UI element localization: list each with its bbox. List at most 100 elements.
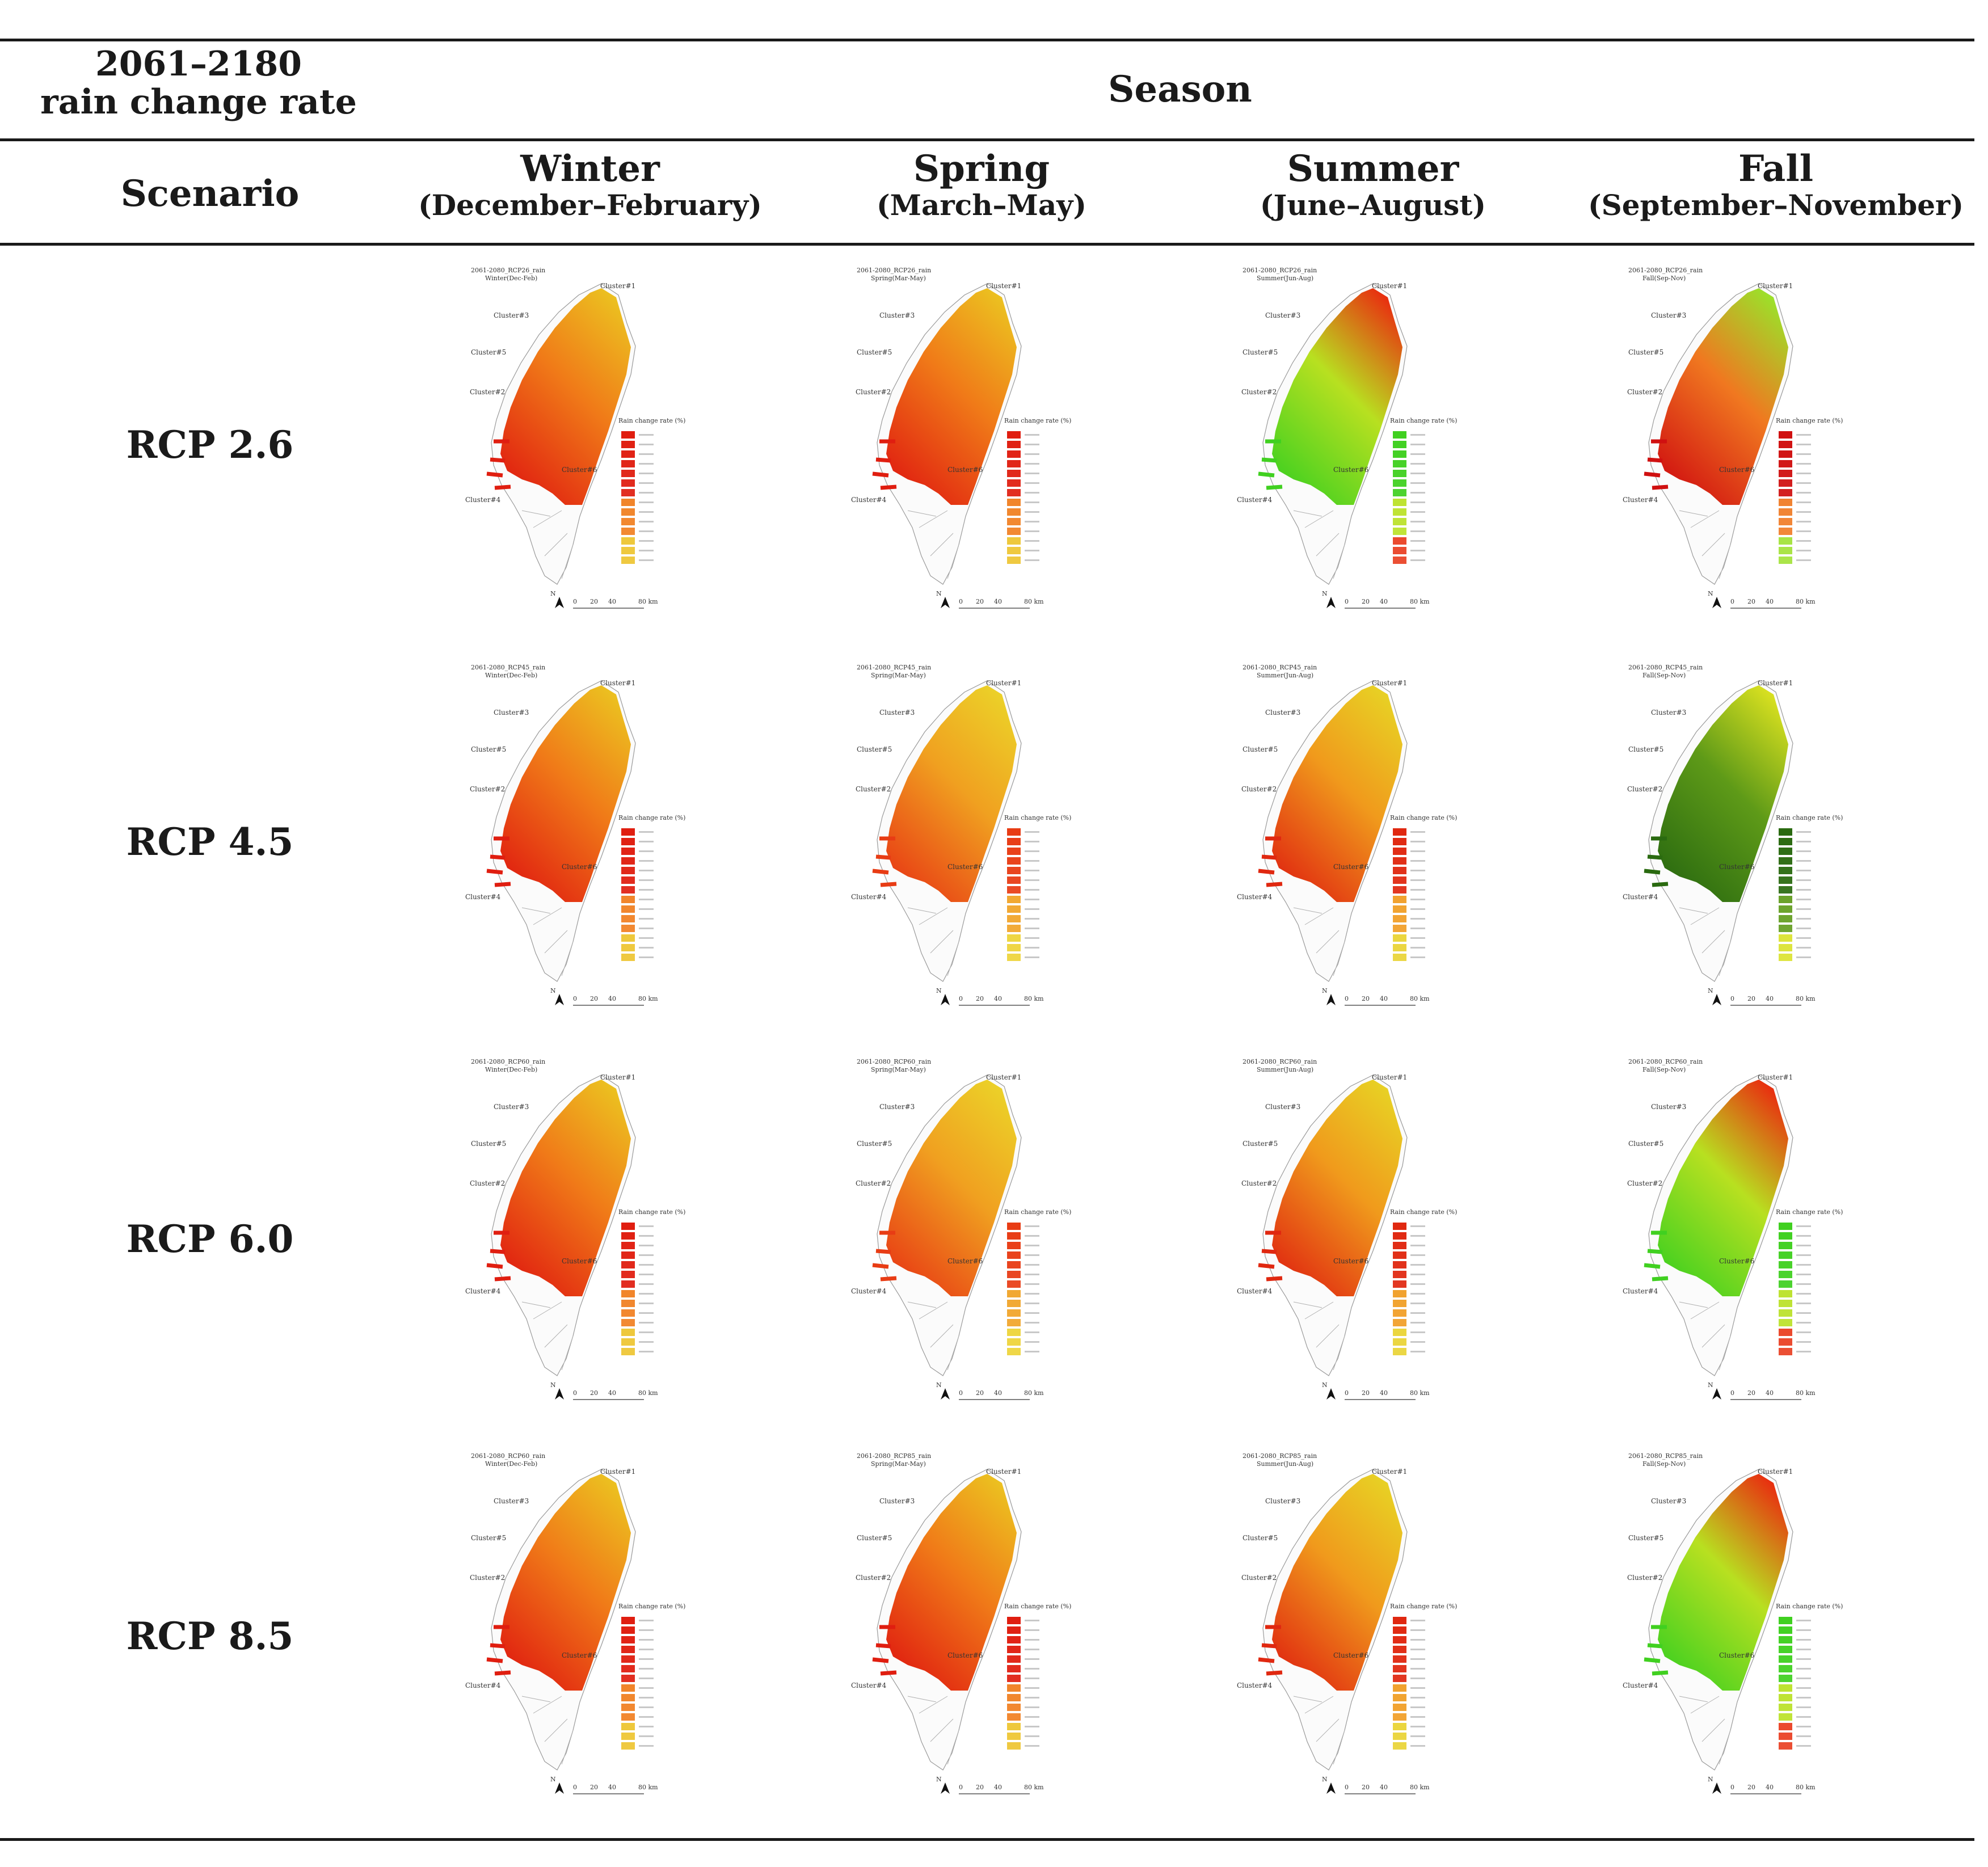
legend-range-text	[1025, 559, 1039, 561]
map-cell: 2061-2080_RCP45_rain Winter(Dec-Feb) Clust…	[431, 658, 749, 1010]
legend-swatch	[1393, 1665, 1406, 1672]
legend-range-text	[639, 850, 654, 852]
legend-range-text	[1025, 482, 1039, 484]
legend-swatch	[621, 1684, 635, 1692]
legend-swatch	[1779, 1665, 1792, 1672]
legend-range-text	[1410, 1629, 1425, 1631]
legend-swatch	[1779, 450, 1792, 458]
map-cell: 2061-2080_RCP45_rain Summer(Jun-Aug) Clust…	[1203, 658, 1521, 1010]
legend-swatch	[1779, 1646, 1792, 1653]
legend-swatch	[621, 905, 635, 913]
legend-swatch	[621, 431, 635, 439]
map-cell: 2061-2080_RCP85_rain Summer(Jun-Aug) Clust…	[1203, 1447, 1521, 1798]
legend-range-text	[1025, 1303, 1039, 1304]
county-boundaries	[1293, 907, 1345, 976]
scale-tick: 0	[1345, 598, 1349, 605]
legend-swatch	[621, 1251, 635, 1259]
legend-swatch	[1393, 1271, 1406, 1278]
legend-range-text	[639, 1351, 654, 1352]
legend-swatch	[1007, 460, 1021, 467]
map-subtitle: Summer(Jun-Aug)	[1257, 275, 1313, 282]
cluster-label: Cluster#6	[947, 1651, 983, 1659]
map-subtitle: Spring(Mar-May)	[871, 275, 926, 282]
legend-swatch	[621, 1223, 635, 1230]
scale-tick: 20	[976, 995, 984, 1002]
north-arrow-icon	[941, 994, 950, 1005]
legend-range-text	[1796, 1254, 1811, 1256]
legend-swatch	[1393, 1636, 1406, 1643]
legend-range-text	[1796, 482, 1811, 484]
map-subtitle: Winter(Dec-Feb)	[485, 275, 537, 282]
legend-range-text	[639, 1225, 654, 1227]
legend-range-text	[1025, 1245, 1039, 1246]
legend-swatch	[621, 470, 635, 477]
legend-swatch	[1393, 1223, 1406, 1230]
legend-range-text	[639, 453, 654, 455]
legend-swatch	[1779, 1223, 1792, 1230]
north-label: N	[1708, 1776, 1713, 1783]
cluster-label: Cluster#2	[1627, 1574, 1662, 1582]
cluster-label: Cluster#3	[1651, 1103, 1686, 1111]
legend-range-text	[1410, 1697, 1425, 1699]
legend-range-text	[639, 879, 654, 881]
legend-swatch	[1393, 848, 1406, 855]
legend-range-text	[1025, 1735, 1039, 1737]
legend-swatch	[1779, 1704, 1792, 1711]
scale-tick: 0	[1730, 1389, 1734, 1397]
legend-range-text	[1410, 501, 1425, 503]
cluster-label: Cluster#1	[986, 1073, 1021, 1081]
scale-tick: 40	[1766, 995, 1774, 1002]
legend-range-text	[1025, 1331, 1039, 1333]
legend-swatch	[1779, 489, 1792, 496]
coastal-strips	[872, 439, 897, 490]
legend-swatch	[1779, 1261, 1792, 1268]
cluster-label: Cluster#5	[1242, 348, 1278, 356]
legend-swatch	[1007, 479, 1021, 487]
scenario-rcp60: RCP 6.0	[126, 1217, 294, 1261]
legend-swatch	[621, 1646, 635, 1653]
rain-change-region	[886, 685, 1017, 902]
legend-range-text	[1410, 831, 1425, 833]
legend-range-text	[1796, 1341, 1811, 1343]
north-label: N	[1322, 1776, 1328, 1783]
coastal-strips	[486, 439, 511, 490]
map-title: 2061-2080_RCP26_rain	[471, 267, 545, 274]
legend-range-text	[639, 463, 654, 465]
legend-swatch	[1007, 925, 1021, 932]
legend-swatch	[1393, 470, 1406, 477]
scale-tick: 80 km	[1796, 1784, 1816, 1791]
legend-range-text	[1410, 870, 1425, 871]
legend-range-text	[1410, 1726, 1425, 1727]
cluster-label: Cluster#5	[471, 745, 506, 753]
legend-range-text	[639, 559, 654, 561]
coastal-strips	[872, 836, 897, 887]
legend-range-text	[1796, 521, 1811, 522]
legend-swatch	[1393, 1694, 1406, 1701]
rain-change-region	[886, 1474, 1017, 1691]
legend-range-text	[1796, 1629, 1811, 1631]
legend-swatch	[1779, 479, 1792, 487]
scale-tick: 20	[1747, 598, 1755, 605]
legend-swatch	[1779, 1636, 1792, 1643]
legend-swatch	[1007, 876, 1021, 884]
coastal-strips	[872, 1625, 897, 1676]
legend-swatch	[1393, 537, 1406, 545]
legend-swatch	[1007, 1655, 1021, 1663]
legend-swatch	[1779, 1626, 1792, 1634]
legend-range-text	[1410, 860, 1425, 862]
map-subtitle: Winter(Dec-Feb)	[485, 672, 537, 679]
county-boundaries	[907, 907, 959, 976]
legend-range-text	[1796, 1726, 1811, 1727]
cluster-label: Cluster#1	[600, 679, 635, 687]
cluster-label: Cluster#5	[1628, 1534, 1663, 1542]
legend-range-text	[1796, 947, 1811, 949]
county-boundaries	[1679, 1301, 1731, 1371]
scale-tick: 20	[1362, 995, 1370, 1002]
rain-change-region	[500, 288, 631, 505]
legend-range-text	[1025, 956, 1039, 958]
county-boundaries	[1679, 1696, 1731, 1765]
legend-swatch	[621, 1617, 635, 1624]
rain-change-region	[1272, 685, 1402, 902]
north-label: N	[1322, 1381, 1328, 1389]
scale-tick: 0	[1730, 598, 1734, 605]
